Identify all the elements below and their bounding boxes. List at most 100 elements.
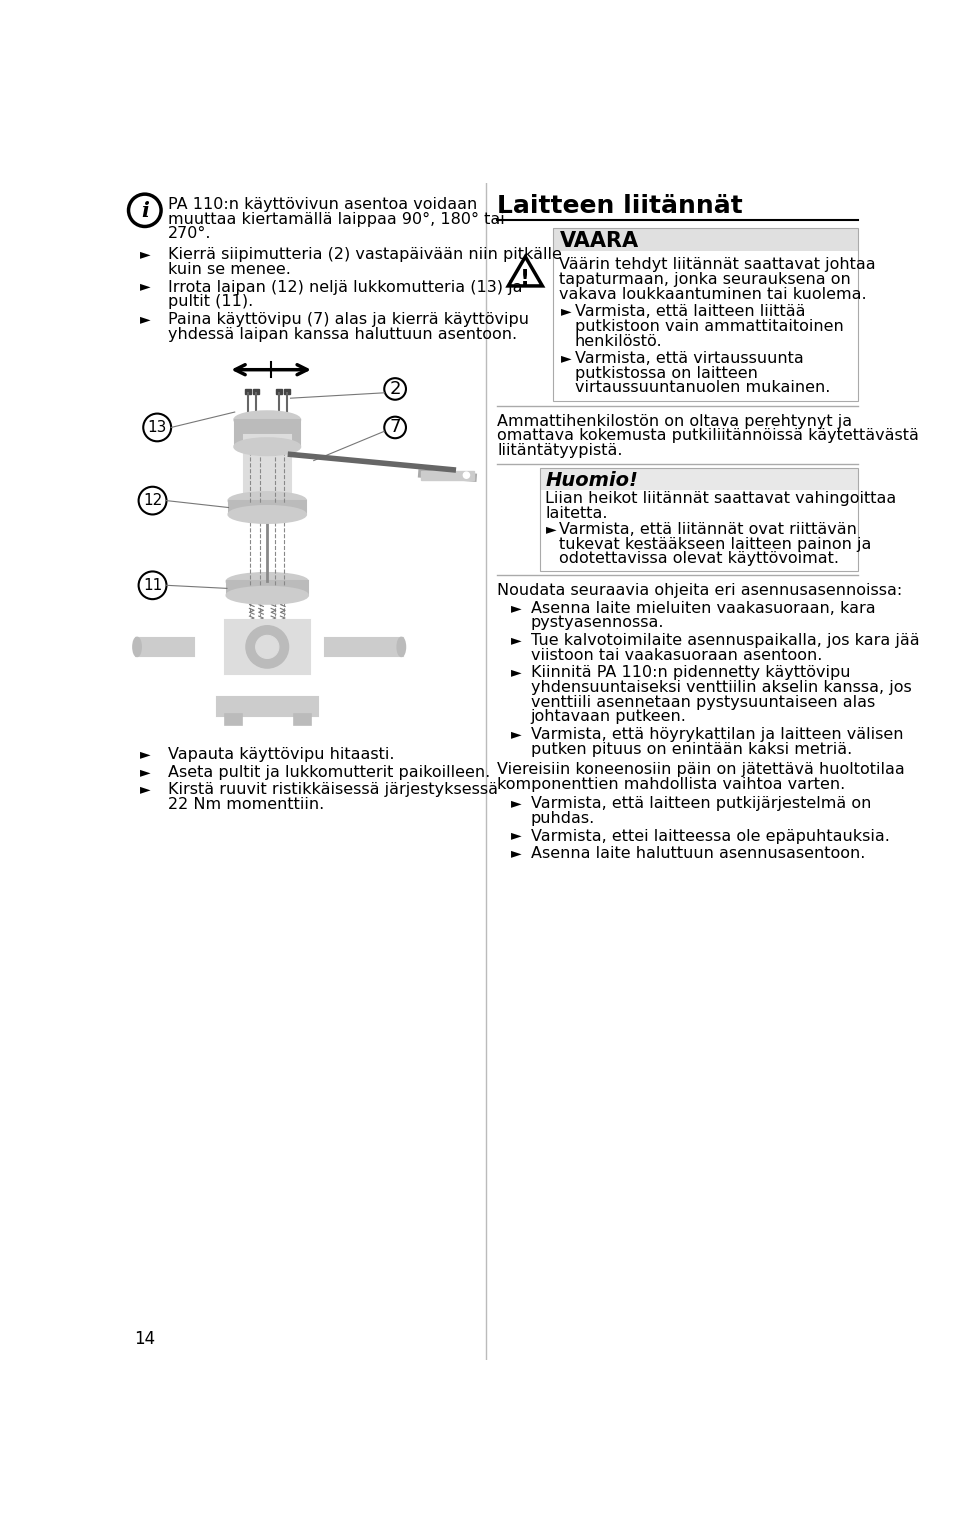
Text: 11: 11 xyxy=(143,578,162,593)
Text: ►: ► xyxy=(140,747,151,761)
Text: Väärin tehdyt liitännät saattavat johtaa: Väärin tehdyt liitännät saattavat johtaa xyxy=(560,257,876,272)
Text: komponenttien mahdollista vaihtoa varten.: komponenttien mahdollista vaihtoa varten… xyxy=(497,778,846,792)
Bar xyxy=(234,420,300,446)
Text: i: i xyxy=(141,202,149,222)
Text: PA 110:n käyttövivun asentoa voidaan: PA 110:n käyttövivun asentoa voidaan xyxy=(168,197,477,212)
Text: Varmista, että laitteen putkijärjestelmä on: Varmista, että laitteen putkijärjestelmä… xyxy=(531,796,871,811)
Text: ►: ► xyxy=(512,601,522,614)
Text: 22 Nm momenttiin.: 22 Nm momenttiin. xyxy=(168,798,324,811)
Text: Tue kalvotoimilaite asennuspaikalla, jos kara jää: Tue kalvotoimilaite asennuspaikalla, jos… xyxy=(531,633,920,648)
Text: Aseta pultit ja lukkomutterit paikoilleen.: Aseta pultit ja lukkomutterit paikoillee… xyxy=(168,764,491,779)
Text: Varmista, ettei laitteessa ole epäpuhtauksia.: Varmista, ettei laitteessa ole epäpuhtau… xyxy=(531,828,890,843)
Bar xyxy=(276,390,282,394)
Text: 270°.: 270°. xyxy=(168,226,211,241)
Bar xyxy=(135,637,194,656)
Text: johtavaan putkeen.: johtavaan putkeen. xyxy=(531,709,686,724)
Text: ►: ► xyxy=(545,523,556,536)
Text: putken pituus on enintään kaksi metriä.: putken pituus on enintään kaksi metriä. xyxy=(531,741,852,756)
Circle shape xyxy=(464,472,469,478)
Text: yhdessä laipan kanssa haluttuun asentoon.: yhdessä laipan kanssa haluttuun asentoon… xyxy=(168,327,517,342)
Bar xyxy=(553,228,858,402)
Ellipse shape xyxy=(246,626,289,668)
Text: Asenna laite haluttuun asennusasentoon.: Asenna laite haluttuun asennusasentoon. xyxy=(531,847,865,862)
Text: ►: ► xyxy=(140,782,151,796)
Bar xyxy=(245,390,251,394)
Text: Huomio!: Huomio! xyxy=(545,471,638,489)
Text: liitäntätyypistä.: liitäntätyypistä. xyxy=(497,443,623,458)
Text: !: ! xyxy=(520,269,530,289)
Text: Paina käyttövipu (7) alas ja kierrä käyttövipu: Paina käyttövipu (7) alas ja kierrä käyt… xyxy=(168,312,529,327)
Ellipse shape xyxy=(255,636,278,659)
Text: viistoon tai vaakasuoraan asentoon.: viistoon tai vaakasuoraan asentoon. xyxy=(531,648,822,663)
Text: Irrota laipan (12) neljä lukkomutteria (13) ja: Irrota laipan (12) neljä lukkomutteria (… xyxy=(168,280,522,295)
Text: virtaussuuntanuolen mukainen.: virtaussuuntanuolen mukainen. xyxy=(575,380,830,396)
Text: VAARA: VAARA xyxy=(560,231,638,251)
Text: putkistossa on laitteen: putkistossa on laitteen xyxy=(575,365,757,380)
Ellipse shape xyxy=(234,411,300,428)
Bar xyxy=(217,697,318,717)
Bar xyxy=(553,228,858,251)
Text: ►: ► xyxy=(512,828,522,842)
Bar xyxy=(225,714,242,726)
Text: ►: ► xyxy=(561,304,571,318)
Bar xyxy=(540,468,858,570)
Text: 12: 12 xyxy=(143,494,162,509)
Text: Kiinnitä PA 110:n pidennetty käyttövipu: Kiinnitä PA 110:n pidennetty käyttövipu xyxy=(531,665,851,680)
Bar xyxy=(228,501,306,515)
Text: Vapauta käyttövipu hitaasti.: Vapauta käyttövipu hitaasti. xyxy=(168,747,395,762)
Text: Viereisiin koneenosiin päin on jätettävä huoltotilaa: Viereisiin koneenosiin päin on jätettävä… xyxy=(497,762,905,778)
Ellipse shape xyxy=(133,637,141,656)
Bar xyxy=(252,390,259,394)
Bar xyxy=(325,637,403,656)
Ellipse shape xyxy=(397,637,405,656)
Bar xyxy=(227,582,307,596)
Text: Kirstä ruuvit ristikkäisessä järjestyksessä: Kirstä ruuvit ristikkäisessä järjestykse… xyxy=(168,782,498,798)
Text: 13: 13 xyxy=(148,420,167,435)
Text: Liian heikot liitännät saattavat vahingoittaa: Liian heikot liitännät saattavat vahingo… xyxy=(545,492,897,506)
Text: laitetta.: laitetta. xyxy=(545,506,608,521)
Ellipse shape xyxy=(234,439,300,455)
Bar xyxy=(283,390,290,394)
Text: ►: ► xyxy=(512,633,522,646)
Text: pultit (11).: pultit (11). xyxy=(168,295,253,309)
Text: ►: ► xyxy=(512,665,522,680)
Text: ►: ► xyxy=(512,727,522,741)
Text: tapaturmaan, jonka seurauksena on: tapaturmaan, jonka seurauksena on xyxy=(560,272,852,287)
Bar xyxy=(244,435,291,494)
Text: ►: ► xyxy=(512,796,522,810)
Text: Noudata seuraavia ohjeita eri asennusasennoissa:: Noudata seuraavia ohjeita eri asennusase… xyxy=(497,584,902,597)
Text: vakava loukkaantuminen tai kuolema.: vakava loukkaantuminen tai kuolema. xyxy=(560,287,867,301)
Bar xyxy=(295,714,311,726)
Text: 7: 7 xyxy=(390,419,401,437)
Bar xyxy=(225,620,310,674)
Text: kuin se menee.: kuin se menee. xyxy=(168,261,291,277)
Text: tukevat kestääkseen laitteen painon ja: tukevat kestääkseen laitteen painon ja xyxy=(560,536,872,552)
Ellipse shape xyxy=(227,587,308,604)
Text: muuttaa kiertamällä laippaa 90°, 180° tai: muuttaa kiertamällä laippaa 90°, 180° ta… xyxy=(168,212,505,226)
Text: Varmista, että laitteen liittää: Varmista, että laitteen liittää xyxy=(575,304,805,319)
Ellipse shape xyxy=(228,506,306,523)
Text: pystyasennossa.: pystyasennossa. xyxy=(531,616,664,631)
Text: Laitteen liitännät: Laitteen liitännät xyxy=(497,194,743,219)
Text: 14: 14 xyxy=(134,1331,156,1348)
Text: Asenna laite mieluiten vaakasuoraan, kara: Asenna laite mieluiten vaakasuoraan, kar… xyxy=(531,601,876,616)
Text: ►: ► xyxy=(140,312,151,325)
Text: venttiili asennetaan pystysuuntaiseen alas: venttiili asennetaan pystysuuntaiseen al… xyxy=(531,695,875,709)
Ellipse shape xyxy=(228,492,306,509)
Text: ►: ► xyxy=(512,847,522,860)
Text: ►: ► xyxy=(140,248,151,261)
Text: ►: ► xyxy=(561,351,571,365)
Text: ►: ► xyxy=(140,280,151,293)
Text: odotettavissa olevat käyttövoimat.: odotettavissa olevat käyttövoimat. xyxy=(560,552,839,567)
Text: Varmista, että höyrykattilan ja laitteen välisen: Varmista, että höyrykattilan ja laitteen… xyxy=(531,727,903,743)
Ellipse shape xyxy=(227,573,308,590)
Text: Kierrä siipimutteria (2) vastapäivään niin pitkälle: Kierrä siipimutteria (2) vastapäivään ni… xyxy=(168,248,562,263)
Text: omattava kokemusta putkiliitännöissä käytettävästä: omattava kokemusta putkiliitännöissä käy… xyxy=(497,428,920,443)
Text: Varmista, että liitännät ovat riittävän: Varmista, että liitännät ovat riittävän xyxy=(560,523,857,538)
Bar xyxy=(420,471,474,480)
Text: Varmista, että virtaussuunta: Varmista, että virtaussuunta xyxy=(575,351,804,367)
Text: puhdas.: puhdas. xyxy=(531,811,595,827)
Bar xyxy=(540,468,858,490)
Text: henkilöstö.: henkilöstö. xyxy=(575,333,662,348)
Text: yhdensuuntaiseksi venttiilin akselin kanssa, jos: yhdensuuntaiseksi venttiilin akselin kan… xyxy=(531,680,911,695)
